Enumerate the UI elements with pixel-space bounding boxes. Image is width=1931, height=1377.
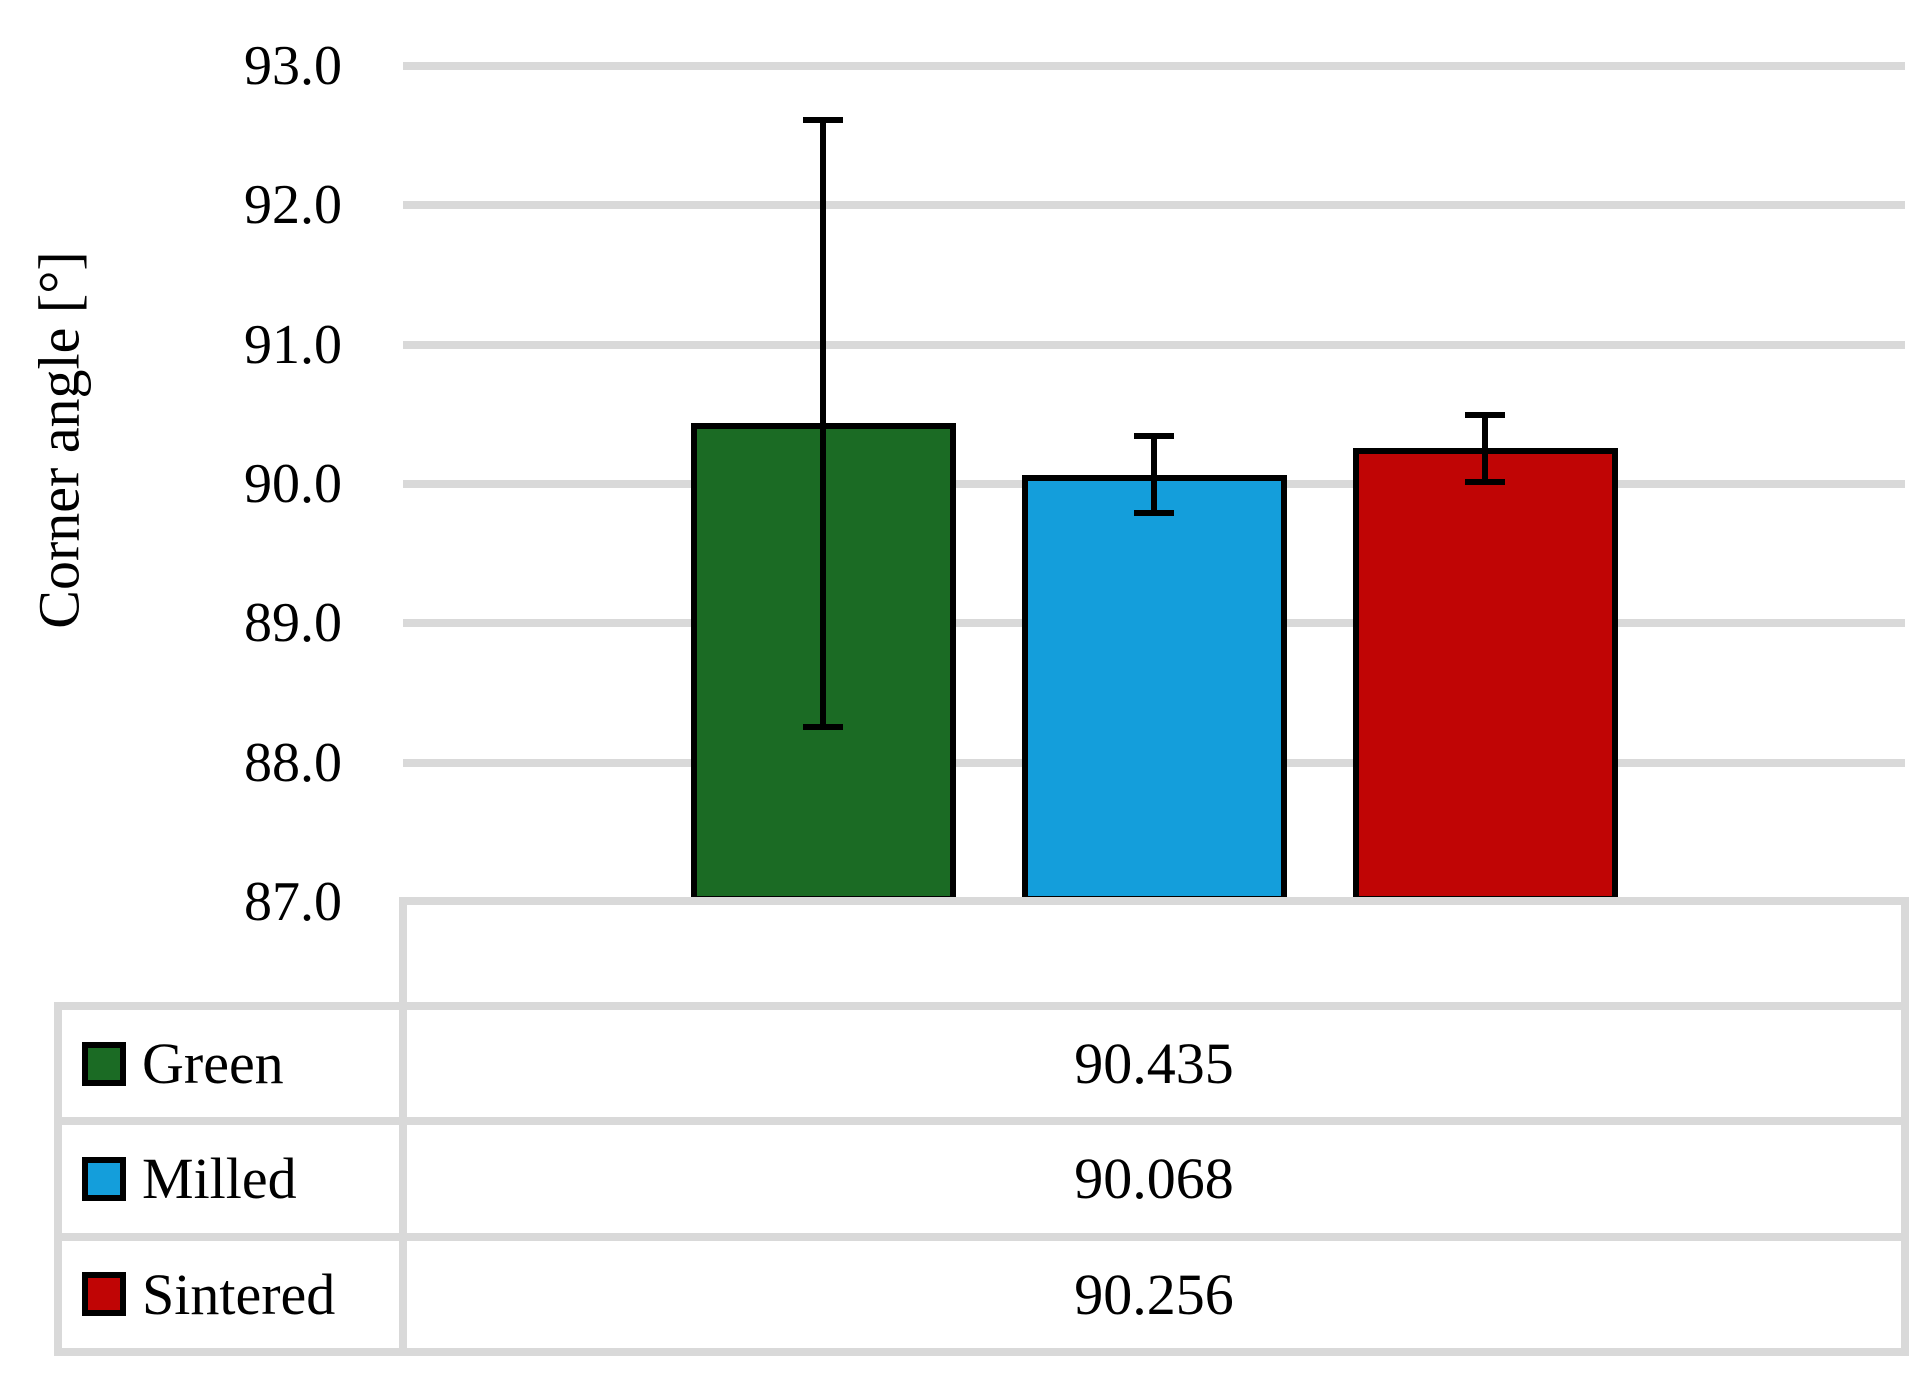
table-grid-hline xyxy=(399,897,1905,905)
table-grid-vline xyxy=(1901,897,1909,1356)
legend-cell-sintered: Sintered xyxy=(58,1237,403,1353)
error-bar-line xyxy=(1482,412,1488,485)
y-axis-title: Corner angle [°] xyxy=(26,251,92,629)
error-bar-cap-bottom xyxy=(1465,478,1505,485)
y-tick-label: 87.0 xyxy=(244,871,342,933)
y-tick-label: 90.0 xyxy=(244,453,342,515)
error-bar-line xyxy=(1151,432,1157,517)
gridline xyxy=(403,201,1905,210)
legend-cell-green: Green xyxy=(58,1006,403,1121)
value-cell-milled: 90.068 xyxy=(1074,1146,1234,1212)
error-bar-cap-top xyxy=(803,116,843,123)
legend-swatch-sintered xyxy=(82,1272,126,1317)
table-grid-hline xyxy=(54,1232,1905,1241)
legend-label: Milled xyxy=(142,1146,297,1212)
legend-cell-milled: Milled xyxy=(58,1121,403,1237)
y-tick-label: 92.0 xyxy=(244,174,342,237)
table-grid-hline xyxy=(54,1117,1905,1125)
gridline xyxy=(403,340,1905,349)
error-bar-cap-top xyxy=(1465,412,1505,419)
value-cell-sintered: 90.256 xyxy=(1074,1261,1234,1327)
gridline xyxy=(403,62,1905,70)
error-bar-cap-bottom xyxy=(1134,510,1174,517)
table-grid-hline xyxy=(54,1002,1905,1010)
table-grid-hline xyxy=(54,1348,1905,1356)
bar-milled xyxy=(1021,474,1287,902)
error-bar-cap-top xyxy=(1134,432,1174,439)
y-tick-label: 88.0 xyxy=(244,731,342,794)
error-bar-cap-bottom xyxy=(803,723,843,730)
table-grid-vline xyxy=(54,1002,62,1356)
error-bar-line xyxy=(820,116,826,730)
y-tick-label: 91.0 xyxy=(244,313,342,376)
y-tick-label: 93.0 xyxy=(244,35,342,97)
value-cell-green: 90.435 xyxy=(1074,1031,1234,1096)
table-grid-vline xyxy=(399,897,407,1356)
legend-swatch-milled xyxy=(82,1156,126,1201)
legend-label: Sintered xyxy=(142,1261,336,1327)
bar-sintered xyxy=(1352,448,1618,902)
legend-swatch-green xyxy=(82,1041,126,1086)
legend-label: Green xyxy=(142,1031,284,1096)
y-tick-label: 89.0 xyxy=(244,592,342,655)
